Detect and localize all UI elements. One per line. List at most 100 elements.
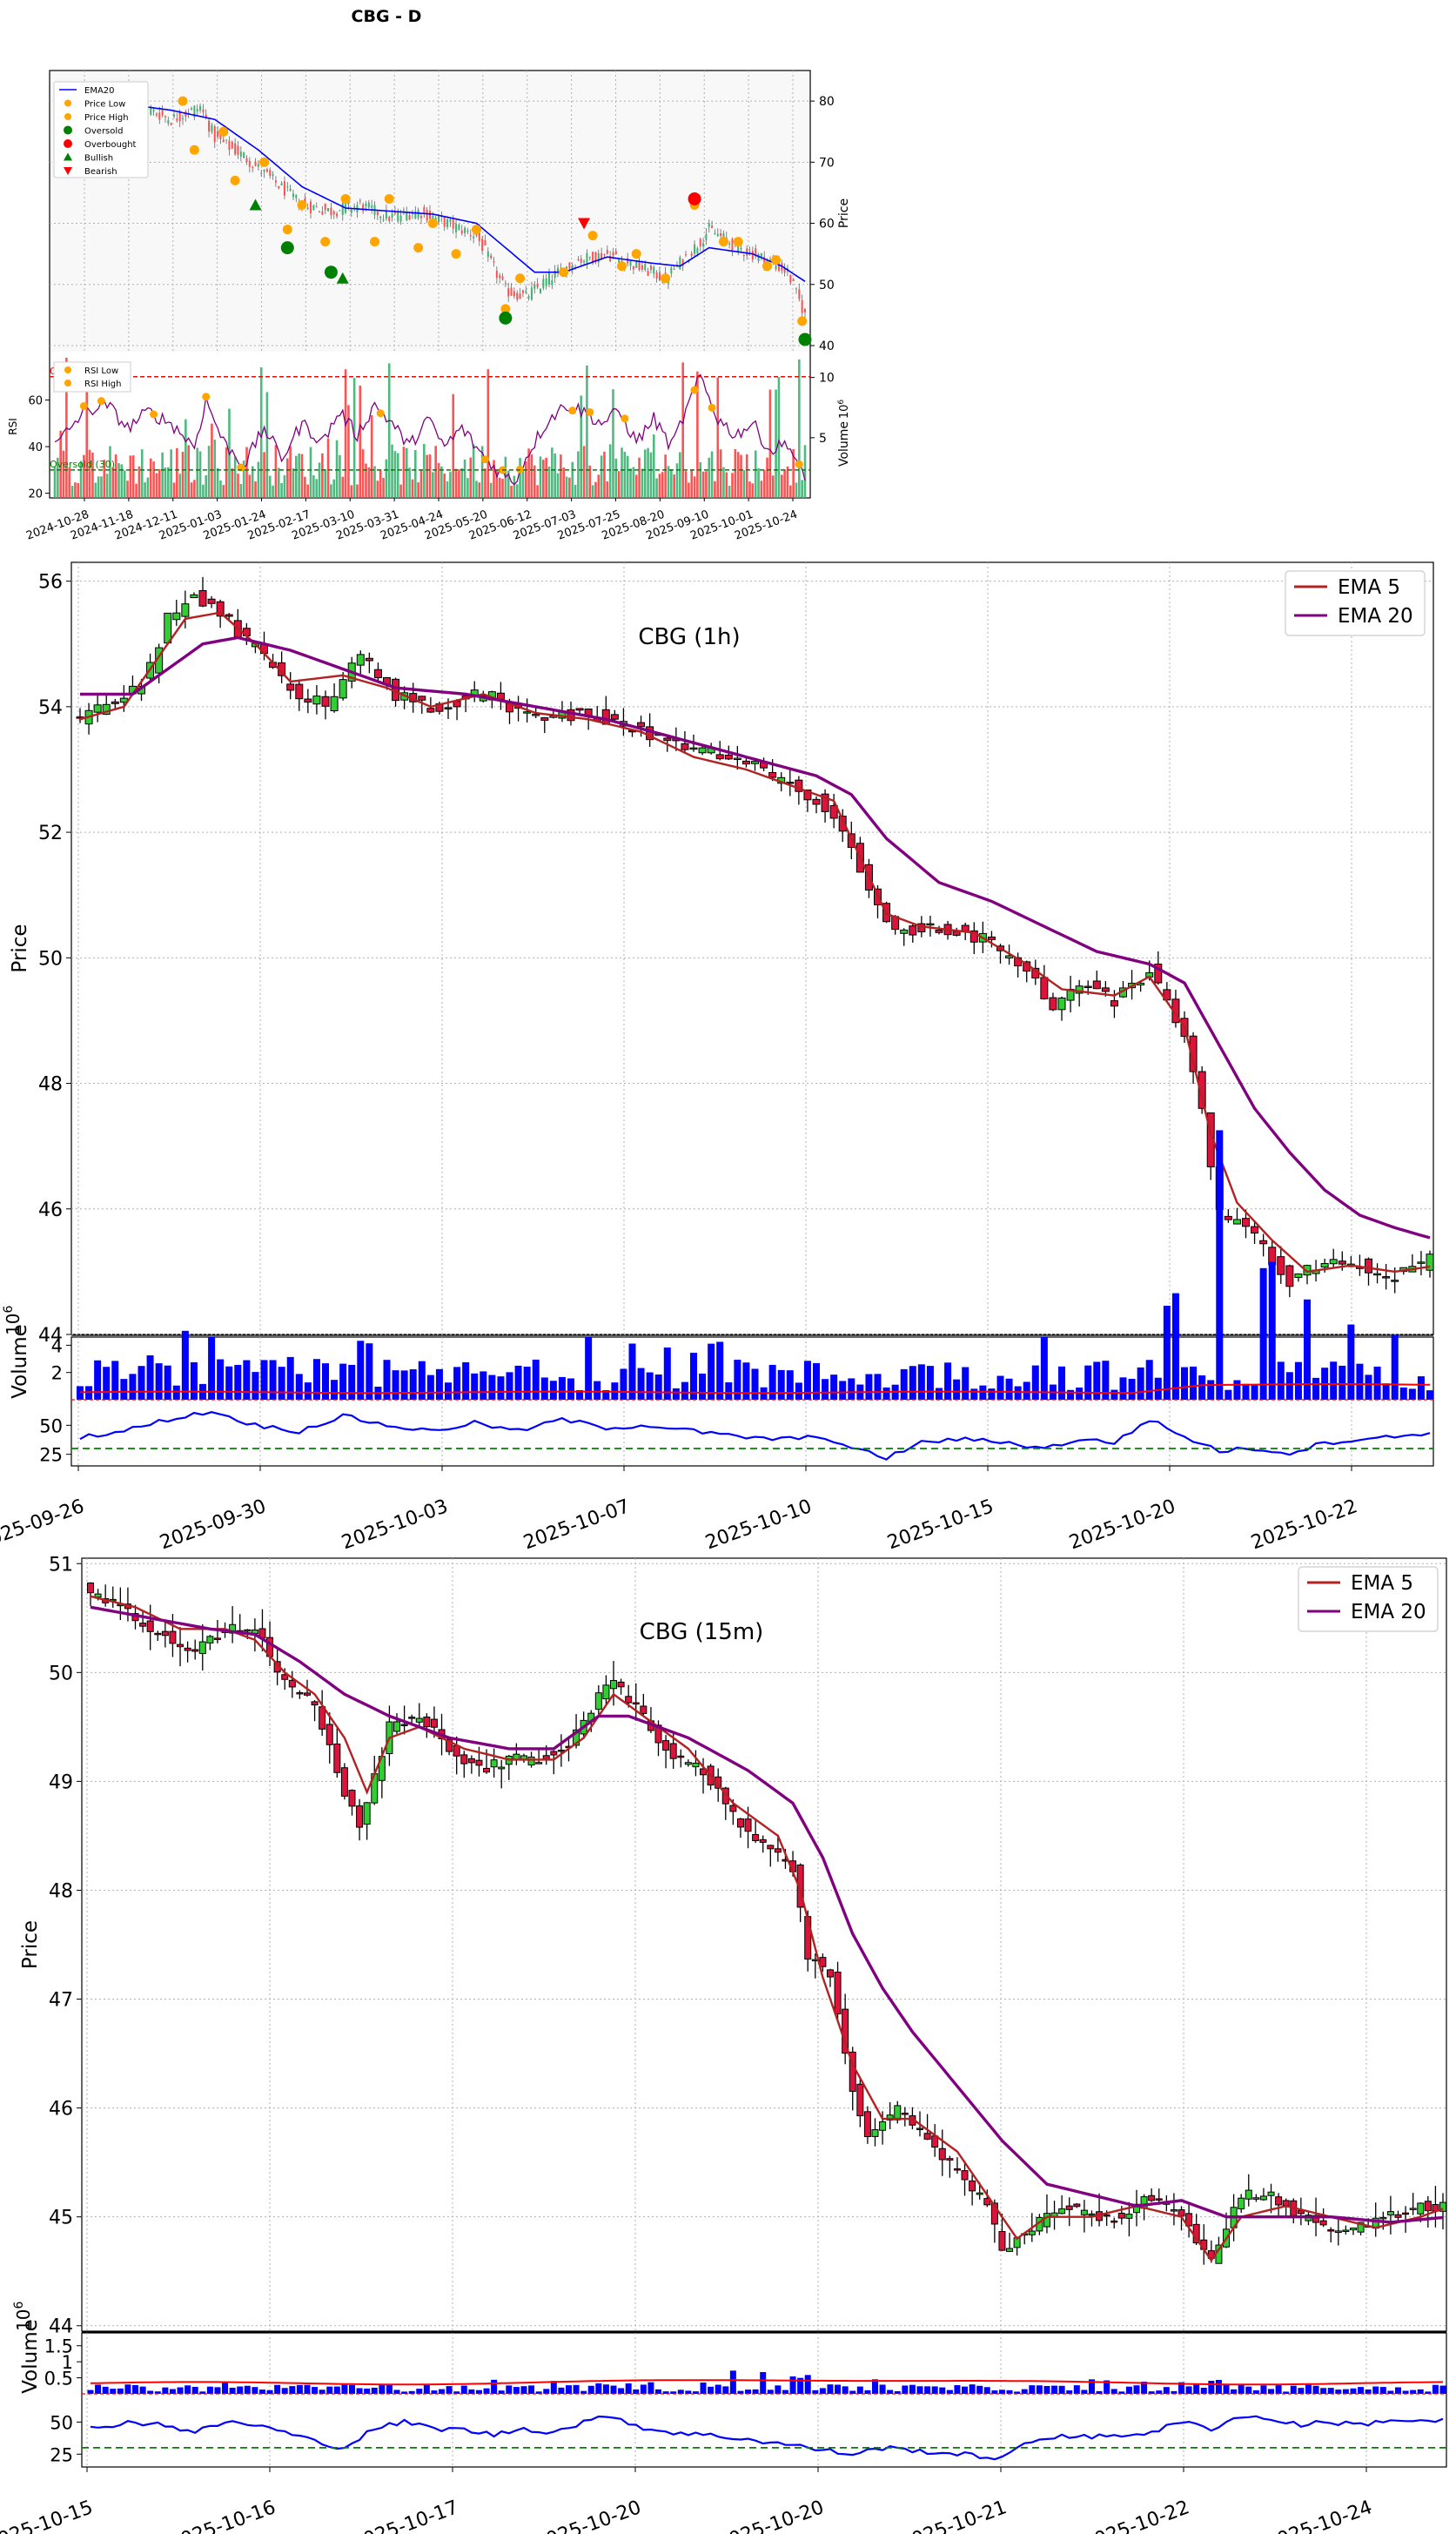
daily-candle-body	[205, 114, 207, 118]
daily-volume-bar	[440, 466, 443, 498]
candle-body	[542, 1755, 550, 1760]
daily-volume-bar	[242, 460, 245, 498]
daily-candle-body	[554, 270, 556, 278]
volume-bar	[214, 2387, 221, 2394]
daily-rsi-ytick-label: 20	[28, 488, 43, 501]
daily-volume-bar	[123, 470, 126, 498]
candle-body	[1242, 1218, 1250, 1227]
daily-volume-bar	[402, 447, 406, 498]
volume-exponent-power: 6	[12, 2302, 26, 2309]
daily-volume-bar	[524, 461, 527, 498]
volume-bar	[1245, 2386, 1252, 2394]
daily-volume-bar	[803, 445, 807, 498]
volume-bar	[976, 2385, 983, 2394]
candle-body	[540, 717, 549, 721]
daily-candle-body	[594, 252, 597, 263]
candle-body	[139, 1623, 147, 1627]
daily-candle-body	[243, 152, 245, 158]
daily-candle-body	[647, 270, 649, 276]
candle-body	[1382, 1276, 1391, 1279]
candle-body	[177, 1643, 185, 1648]
price-ytick-label: 51	[49, 1554, 73, 1576]
price-axis-label: Price	[19, 1920, 42, 1969]
candle-body	[625, 1696, 633, 1704]
daily-volume-bar	[62, 450, 65, 498]
daily-legend-swatch	[64, 152, 72, 161]
volume-bar	[1081, 2389, 1088, 2394]
daily-candle-body	[614, 251, 617, 255]
rsi-ytick-label: 25	[50, 2444, 73, 2465]
daily-volume-bar	[152, 461, 155, 498]
volume-bar	[312, 2387, 319, 2394]
price-ytick-label: 50	[38, 948, 63, 970]
volume-bar	[234, 1364, 242, 1400]
volume-bar	[1298, 2388, 1305, 2394]
candle-body	[938, 2148, 946, 2161]
daily-volume-bar	[298, 453, 300, 498]
daily-volume-bar	[385, 459, 388, 498]
candle-body	[692, 1762, 700, 1768]
daily-volume-bar	[347, 405, 350, 498]
candle-body	[356, 1805, 364, 1828]
volume-bar	[962, 1367, 970, 1400]
volume-bar	[483, 2388, 490, 2394]
volume-bar	[206, 2386, 213, 2394]
daily-candle-body	[673, 268, 675, 270]
volume-bar	[839, 1381, 847, 1400]
daily-volume-bar	[766, 457, 768, 498]
daily-candle-body	[655, 272, 658, 279]
daily-volume-bar	[114, 454, 117, 498]
candle-body	[184, 1647, 191, 1651]
candle-body	[1267, 2191, 1275, 2196]
daily-candle-body	[239, 151, 242, 157]
volume-bar	[939, 2387, 946, 2394]
volume-bar	[462, 1361, 470, 1400]
daily-legend-label: EMA20	[84, 86, 115, 96]
volume-bar	[1215, 2379, 1222, 2394]
candle-body	[1320, 1263, 1329, 1268]
daily-candle-body	[484, 240, 486, 245]
daily-candle-body	[336, 213, 339, 217]
volume-bar	[1294, 1361, 1302, 1400]
volume-bar	[917, 1364, 925, 1400]
daily-candle-body	[748, 251, 751, 252]
daily-volume-bar	[688, 482, 690, 498]
volume-bar	[894, 2390, 901, 2394]
volume-average-line	[90, 2379, 1444, 2386]
candle-body	[1040, 977, 1049, 999]
oversold-marker	[499, 311, 513, 325]
volume-bar	[595, 2383, 602, 2394]
candle-body	[1409, 2208, 1417, 2210]
volume-bar	[222, 2381, 229, 2394]
daily-candle-body	[708, 223, 710, 227]
candle-body	[1132, 2203, 1140, 2214]
candle-body	[826, 1969, 834, 1978]
daily-candle-body	[658, 272, 661, 280]
volume-bar	[229, 2387, 236, 2394]
volume-bar	[435, 1368, 443, 1400]
daily-volume-bar	[413, 449, 417, 498]
daily-volume-bar	[783, 469, 786, 498]
candle-body	[312, 696, 321, 705]
daily-volume-bar	[100, 476, 103, 498]
daily-candle-body	[699, 239, 701, 246]
daily-volume-ytick-label: 5	[819, 432, 827, 446]
candle-body	[1275, 2196, 1283, 2206]
volume-bar	[879, 2384, 886, 2394]
volume-bar	[1208, 2381, 1215, 2394]
volume-bar	[864, 2389, 871, 2394]
candle-body	[1285, 1265, 1294, 1287]
daily-candle-body	[193, 105, 196, 118]
candle-body	[990, 2202, 998, 2225]
volume-bar	[103, 1367, 111, 1400]
daily-candle-body	[711, 225, 714, 228]
candle-body	[172, 612, 181, 621]
candle-body	[483, 1767, 491, 1773]
volume-bar	[685, 2390, 692, 2394]
volume-bar	[468, 2389, 475, 2394]
candle-body	[213, 1637, 221, 1640]
candle-body	[330, 696, 339, 712]
volume-bar	[1251, 1384, 1258, 1400]
daily-volume-bar	[265, 392, 269, 498]
daily-volume-bar	[332, 479, 336, 498]
